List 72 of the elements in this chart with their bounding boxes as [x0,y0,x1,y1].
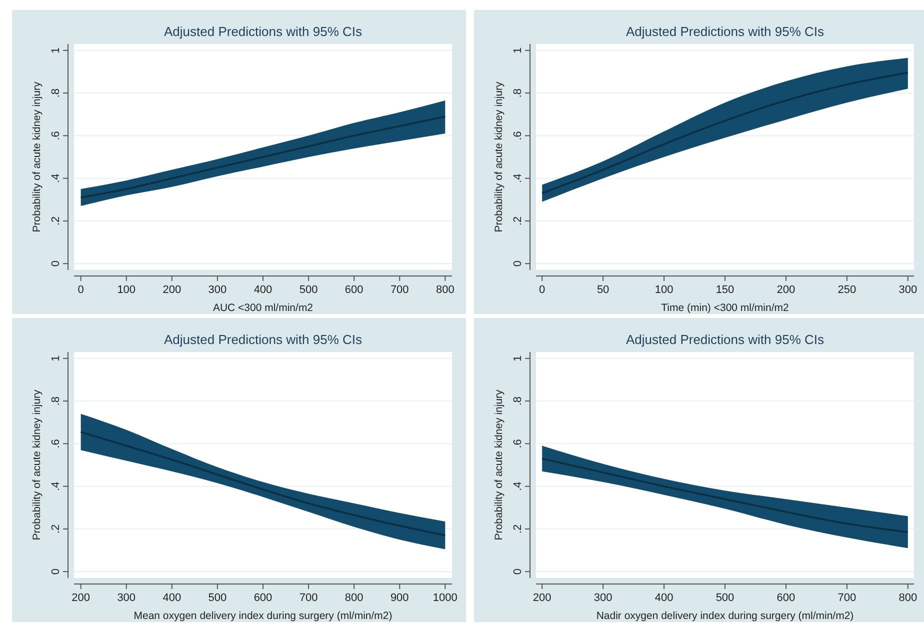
line-series [80,431,446,536]
x-tick-label: 500 [299,284,318,296]
y-tick-label: .2 [512,216,524,226]
x-tick-label: 0 [78,284,84,296]
y-tick-label: 1 [512,47,524,54]
y-tick-label: .4 [50,482,62,491]
x-tick-label: 300 [898,284,918,296]
line-series [80,116,446,198]
x-tick-label: 100 [117,284,136,296]
x-tick-label: 400 [654,592,674,604]
x-tick-label: 1000 [432,592,458,604]
x-tick-label: 200 [532,592,552,604]
y-tick-label: 0 [50,568,62,575]
chart-title: Adjusted Predictions with 95% CIs [164,332,362,347]
chart-title: Adjusted Predictions with 95% CIs [626,332,824,347]
y-tick-label: .2 [50,524,62,534]
y-tick-label: .8 [50,396,62,406]
x-tick-label: 250 [838,284,856,296]
x-tick-label: 700 [299,592,318,604]
x-tick-label: 100 [654,284,674,296]
line-series [541,72,909,194]
y-axis-title: Probability of acute kidney injury [493,80,505,232]
y-tick-label: 0 [50,260,62,267]
y-axis-title: Probability of acute kidney injury [31,388,43,540]
x-tick-label: 300 [117,592,136,604]
y-tick-label: .4 [512,482,524,491]
y-axis-title: Probability of acute kidney injury [31,80,43,232]
y-tick-label: .2 [50,216,62,226]
y-tick-label: .8 [512,88,524,98]
x-tick-label: 800 [898,592,918,604]
y-tick-label: 1 [512,355,524,362]
y-tick-label: .6 [512,439,524,448]
y-tick-label: .2 [512,524,524,534]
x-tick-label: 200 [72,592,90,604]
x-tick-label: 600 [254,592,272,604]
x-tick-label: 800 [436,284,454,296]
x-tick-label: 400 [162,592,182,604]
x-axis-title: AUC <300 ml/min/m2 [212,302,314,314]
y-tick-label: .8 [50,88,62,98]
y-tick-label: 0 [512,260,524,267]
y-tick-label: 0 [512,568,524,575]
x-axis-title: Time (min) <300 ml/min/m2 [661,302,789,314]
y-tick-label: .4 [512,174,524,183]
x-tick-label: 700 [838,592,856,604]
x-tick-label: 700 [390,284,409,296]
x-tick-label: 200 [776,284,796,296]
x-tick-label: 600 [344,284,364,296]
x-tick-label: 600 [776,592,796,604]
y-tick-label: .4 [50,174,62,183]
y-tick-label: .6 [50,439,62,448]
chart-title: Adjusted Predictions with 95% CIs [164,24,362,39]
y-tick-label: .6 [512,131,524,140]
x-tick-label: 150 [716,284,734,296]
x-tick-label: 0 [539,284,546,296]
x-tick-label: 900 [390,592,409,604]
x-tick-label: 300 [208,284,227,296]
x-axis-title: Nadir oxygen delivery index during surgery (ml/min/m2) [596,610,854,622]
x-tick-label: 50 [596,284,610,296]
line-series [541,458,909,534]
x-tick-label: 500 [208,592,227,604]
y-tick-label: 1 [50,47,62,54]
x-axis-title: Mean oxygen delivery index during surgery (ml/min/m2) [134,610,392,622]
y-axis-title: Probability of acute kidney injury [493,388,505,540]
x-tick-label: 800 [344,592,364,604]
chart-title: Adjusted Predictions with 95% CIs [626,24,824,39]
x-tick-label: 300 [594,592,612,604]
y-tick-label: .8 [512,396,524,406]
x-tick-label: 200 [162,284,182,296]
y-tick-label: .6 [50,131,62,140]
x-tick-label: 500 [716,592,734,604]
y-tick-label: 1 [50,355,62,362]
x-tick-label: 400 [254,284,272,296]
